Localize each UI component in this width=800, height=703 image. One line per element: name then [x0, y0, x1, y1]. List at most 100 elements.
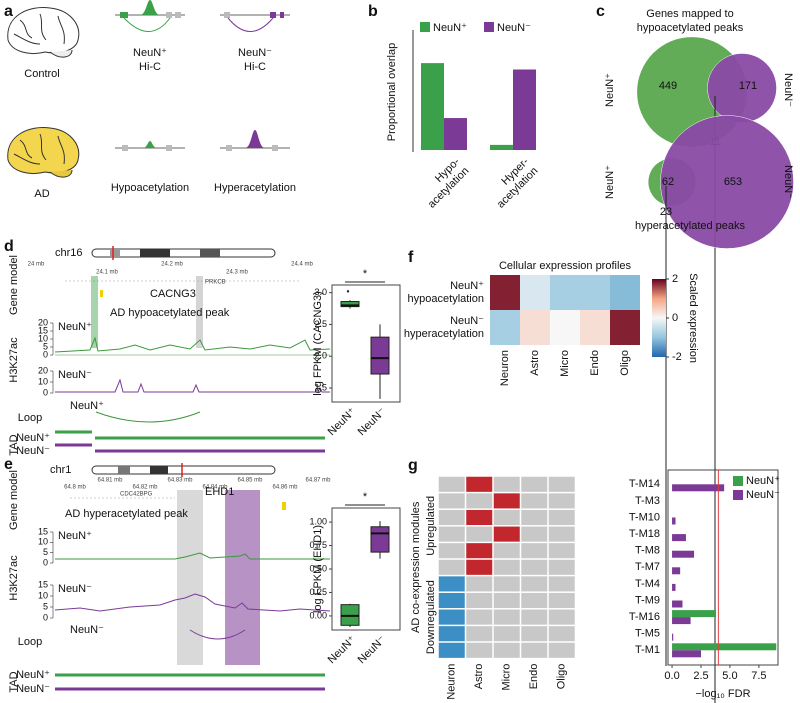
bar [672, 518, 675, 525]
column-label: Astro [529, 350, 541, 376]
track-label: NeuN⁻ [16, 445, 50, 457]
tile-cell [494, 493, 520, 508]
column-label: Neuron [446, 664, 458, 700]
column-label: Neuron [499, 350, 511, 386]
position-label: 64.86 mb [272, 485, 298, 491]
tile-cell [549, 543, 575, 558]
tile-cell [521, 477, 547, 492]
module-label: T-M4 [635, 578, 660, 590]
heatmap-cell [520, 275, 550, 310]
module-label: T-M14 [629, 478, 660, 490]
tile-cell [439, 510, 465, 525]
tile-cell [494, 477, 520, 492]
track-label: Loop [18, 636, 42, 648]
bar [672, 617, 691, 624]
tile-cell [466, 626, 492, 641]
heatmap-title: Cellular expression profiles [499, 260, 632, 272]
position-label: 64.87 mb [305, 478, 331, 484]
set-label: NeuN⁻ [782, 73, 794, 107]
tile-cell [521, 643, 547, 658]
set-label: NeuN⁺ [604, 73, 616, 107]
module-label: T-M7 [635, 561, 660, 573]
label: Hi-C [139, 61, 161, 73]
venn-title: hyperacetylated peaks [635, 220, 746, 232]
x-tick-label: NeuN⁺ [326, 634, 359, 667]
heatmap-cell [550, 310, 580, 345]
x-tick-label: 2.5 [693, 670, 708, 682]
heatmap-cell [490, 275, 520, 310]
module-label: T-M9 [635, 594, 660, 606]
tile-cell [494, 626, 520, 641]
y-tick-label: 1.00 [309, 516, 327, 526]
y-tick-label: 20 [38, 317, 48, 327]
panel-label: a [4, 3, 13, 20]
tile-cell [466, 610, 492, 625]
tile-cell [521, 626, 547, 641]
tile-cell [549, 626, 575, 641]
heatmap-cell [610, 310, 640, 345]
tile-cell [494, 593, 520, 608]
tile-cell [549, 610, 575, 625]
tile-cell [549, 493, 575, 508]
tile-cell [494, 543, 520, 558]
y-tick-label: 10 [38, 537, 48, 547]
group-label: Downregulated [425, 580, 437, 654]
venn-count: 449 [659, 80, 677, 92]
row-label: NeuN⁻ [450, 315, 484, 327]
chromosome-label: chr16 [55, 247, 83, 259]
position-label: 64.81 mb [97, 478, 123, 484]
signal-name: NeuN⁺ [58, 321, 92, 333]
tile-cell [439, 593, 465, 608]
bar [672, 567, 680, 574]
tile-cell [439, 643, 465, 658]
gene-label: CDC42BPG [120, 492, 153, 498]
bar [672, 610, 716, 617]
outlier [347, 290, 349, 292]
column-label: Micro [559, 350, 571, 377]
track-label: NeuN⁻ [70, 624, 104, 636]
module-label: T-M8 [635, 545, 660, 557]
position-label: 64.85 mb [237, 478, 263, 484]
tile-cell [521, 543, 547, 558]
y-tick-label: 0 [43, 557, 48, 567]
x-tick-label: NeuN⁻ [356, 406, 389, 439]
venn-title: Genes mapped to [646, 8, 733, 20]
label: NeuN⁻ [238, 47, 272, 59]
position-label: 64.83 mb [167, 478, 193, 484]
tile-cell [494, 510, 520, 525]
gene-label: CACNG3 [150, 288, 196, 300]
position-label: 64.8 mb [64, 485, 86, 491]
panel-label: b [368, 3, 378, 20]
panel-label: f [408, 249, 414, 266]
module-label: T-M3 [635, 495, 660, 507]
tile-cell [466, 543, 492, 558]
tile-cell [439, 493, 465, 508]
row-label: hyperacetylation [404, 328, 484, 340]
heatmap-cell [550, 275, 580, 310]
tile-cell [521, 510, 547, 525]
tile-cell [549, 643, 575, 658]
column-label: Oligo [619, 350, 631, 376]
signal-name: NeuN⁻ [58, 369, 92, 381]
tile-cell [549, 593, 575, 608]
y-tick-label: 0 [43, 612, 48, 622]
peak-label: AD hyperacetylated peak [65, 508, 188, 520]
peak-label: AD hypoacetylated peak [110, 307, 230, 319]
tile-cell [494, 527, 520, 542]
module-label: T-M18 [629, 528, 660, 540]
y-tick-label: 15 [38, 526, 48, 536]
label: NeuN⁺ [133, 47, 167, 59]
tile-cell [521, 576, 547, 591]
bar [672, 634, 673, 641]
track-label: Gene model [8, 255, 20, 315]
position-label: 64.82 mb [132, 485, 158, 491]
track-e-static [55, 463, 330, 689]
panel-label: g [408, 457, 418, 474]
bar [672, 551, 694, 558]
tile-cell [549, 527, 575, 542]
tile-cell [494, 643, 520, 658]
tile-cell [521, 493, 547, 508]
significance: * [363, 268, 368, 280]
heatmap-cell [580, 275, 610, 310]
